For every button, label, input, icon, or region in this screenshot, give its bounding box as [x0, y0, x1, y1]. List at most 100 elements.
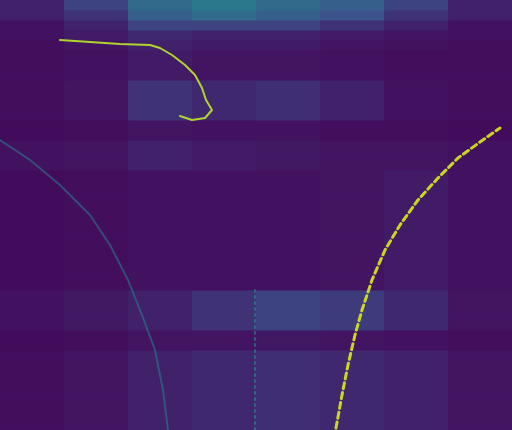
heatmap-cell	[320, 80, 385, 91]
heatmap-cell	[448, 170, 512, 181]
heatmap-cell	[320, 400, 385, 411]
heatmap-cell	[192, 400, 257, 411]
heatmap-cell	[0, 130, 65, 141]
heatmap-cell	[320, 240, 385, 251]
heatmap-cell	[0, 350, 65, 361]
heatmap-cell	[448, 340, 512, 351]
heatmap-cell	[256, 260, 321, 271]
heatmap-cell	[256, 200, 321, 211]
heatmap-cell	[384, 90, 449, 101]
heatmap-cell	[256, 350, 321, 361]
heatmap-cell	[192, 420, 257, 430]
track-line	[336, 128, 500, 428]
heatmap-cell	[320, 330, 385, 341]
heatmap-cell	[128, 70, 193, 81]
heatmap-cell	[256, 170, 321, 181]
heatmap-cell	[0, 190, 65, 201]
heatmap-cell	[0, 260, 65, 271]
heatmap-cell	[320, 320, 385, 331]
heatmap-cell	[0, 300, 65, 311]
heatmap-cell	[448, 390, 512, 401]
heatmap-cell	[384, 350, 449, 361]
heatmap-cell	[64, 110, 129, 121]
heatmap-cell	[0, 200, 65, 211]
heatmap-cell	[256, 0, 321, 11]
heatmap-cell	[448, 90, 512, 101]
heatmap-cell	[256, 410, 321, 421]
heatmap-cell	[192, 210, 257, 221]
heatmap-cell	[0, 420, 65, 430]
heatmap-cell	[0, 0, 65, 11]
heatmap-cell	[320, 250, 385, 261]
heatmap-cell	[384, 380, 449, 391]
heatmap-cell	[64, 130, 129, 141]
heatmap-cell	[320, 50, 385, 61]
heatmap-cell	[192, 300, 257, 311]
heatmap-cell	[64, 390, 129, 401]
heatmap-cell	[320, 30, 385, 41]
heatmap-cell	[384, 270, 449, 281]
heatmap-cell	[192, 0, 257, 11]
heatmap-cell	[384, 250, 449, 261]
heatmap-cell	[384, 0, 449, 11]
heatmap-cell	[448, 300, 512, 311]
heatmap-cell	[0, 400, 65, 411]
heatmap-cell	[128, 230, 193, 241]
heatmap-cell	[384, 340, 449, 351]
heatmap-cell	[448, 50, 512, 61]
heatmap-cell	[192, 260, 257, 271]
heatmap-cell	[128, 160, 193, 171]
heatmap-cell	[448, 370, 512, 381]
heatmap-cell	[320, 60, 385, 71]
heatmap-cell	[128, 130, 193, 141]
heatmap-cell	[192, 100, 257, 111]
heatmap-cell	[64, 60, 129, 71]
heatmap-cell	[256, 180, 321, 191]
heatmap-cell	[0, 390, 65, 401]
heatmap-cell	[0, 20, 65, 31]
heatmap-cell	[320, 230, 385, 241]
heatmap-cell	[256, 80, 321, 91]
heatmap-cell	[320, 90, 385, 101]
heatmap-cell	[384, 220, 449, 231]
heatmap-cell	[0, 50, 65, 61]
heatmap-cell	[384, 290, 449, 301]
heatmap-cell	[320, 0, 385, 11]
heatmap-cell	[0, 10, 65, 21]
heatmap-cell	[256, 310, 321, 321]
heatmap-cell	[192, 370, 257, 381]
heatmap-cell	[384, 370, 449, 381]
heatmap-cell	[192, 60, 257, 71]
heatmap-cell	[64, 270, 129, 281]
heatmap-cell	[0, 30, 65, 41]
heatmap-cell	[320, 360, 385, 371]
heatmap-cell	[320, 160, 385, 171]
heatmap-cell	[256, 40, 321, 51]
heatmap-cell	[64, 240, 129, 251]
heatmap-cell	[128, 120, 193, 131]
heatmap-cell	[0, 410, 65, 421]
heatmap-cell	[192, 200, 257, 211]
heatmap-cell	[384, 10, 449, 21]
heatmap-cell	[64, 300, 129, 311]
track-line	[60, 40, 212, 120]
heatmap-cell	[64, 290, 129, 301]
heatmap-cell	[128, 30, 193, 41]
heatmap-cell	[0, 40, 65, 51]
heatmap-cell	[192, 130, 257, 141]
heatmap-cell	[64, 150, 129, 161]
heatmap-cell	[448, 310, 512, 321]
heatmap-cell	[384, 310, 449, 321]
heatmap-cell	[128, 280, 193, 291]
heatmap-cell	[320, 140, 385, 151]
heatmap-cell	[256, 130, 321, 141]
heatmap-cell	[384, 240, 449, 251]
heatmap-cell	[128, 100, 193, 111]
heatmap-cell	[384, 410, 449, 421]
heatmap-cells	[0, 0, 512, 430]
heatmap-cell	[320, 390, 385, 401]
heatmap-cell	[448, 190, 512, 201]
heatmap-cell	[128, 140, 193, 151]
heatmap-cell	[192, 90, 257, 101]
heatmap-cell	[192, 390, 257, 401]
